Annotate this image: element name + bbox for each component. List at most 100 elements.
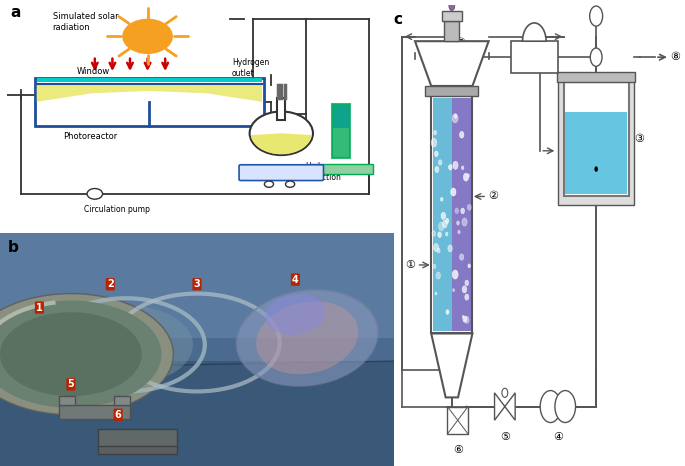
Bar (0, 233, 394, 338)
Text: ①: ① (406, 260, 416, 270)
Circle shape (446, 310, 449, 314)
Text: ④: ④ (553, 432, 563, 442)
Circle shape (462, 286, 466, 293)
Text: P: P (593, 12, 599, 21)
Text: 4: 4 (292, 274, 299, 285)
Bar (445, 21, 459, 41)
Circle shape (468, 264, 471, 268)
Circle shape (455, 208, 458, 213)
Circle shape (458, 230, 460, 234)
Bar (447, 406, 468, 434)
Circle shape (460, 254, 464, 260)
Text: 1: 1 (36, 302, 42, 313)
Ellipse shape (265, 294, 325, 335)
Circle shape (555, 391, 575, 423)
Circle shape (463, 316, 467, 322)
Circle shape (449, 164, 452, 170)
Ellipse shape (256, 302, 358, 374)
Text: ⑤: ⑤ (500, 432, 510, 442)
Text: MFC: MFC (523, 52, 546, 62)
Circle shape (441, 212, 446, 219)
Circle shape (87, 189, 103, 199)
Text: c: c (393, 12, 402, 27)
Polygon shape (415, 41, 488, 86)
Circle shape (445, 232, 448, 236)
Circle shape (435, 292, 437, 295)
Circle shape (453, 288, 455, 292)
Circle shape (434, 130, 436, 135)
Ellipse shape (236, 290, 378, 386)
Text: a: a (10, 5, 21, 20)
Circle shape (0, 294, 173, 415)
Circle shape (590, 48, 602, 66)
Circle shape (440, 198, 443, 201)
Bar (564, 82, 629, 197)
Circle shape (438, 222, 444, 231)
Circle shape (264, 181, 273, 187)
Text: 6: 6 (115, 410, 121, 420)
Circle shape (465, 280, 469, 286)
Text: Hydrogen
collection: Hydrogen collection (305, 162, 342, 182)
Circle shape (437, 248, 440, 253)
Circle shape (448, 245, 452, 252)
Circle shape (464, 173, 469, 181)
Bar (99, 429, 177, 447)
Bar (442, 11, 462, 21)
Text: ②: ② (488, 192, 498, 201)
Circle shape (431, 138, 437, 147)
Bar (35, 77, 264, 126)
Circle shape (123, 20, 172, 53)
Text: 3: 3 (194, 279, 200, 289)
Bar (558, 74, 634, 205)
FancyBboxPatch shape (239, 165, 323, 180)
Circle shape (436, 272, 440, 279)
Circle shape (595, 166, 598, 172)
Circle shape (467, 174, 469, 177)
Circle shape (462, 315, 464, 318)
Bar (432, 96, 473, 334)
Text: T: T (593, 53, 599, 62)
Text: 5: 5 (68, 379, 74, 390)
Circle shape (433, 264, 436, 269)
Circle shape (434, 244, 438, 252)
Text: ⑧: ⑧ (671, 52, 681, 62)
Circle shape (461, 208, 464, 214)
Bar (0, 361, 394, 466)
Text: ③: ③ (634, 134, 644, 144)
Circle shape (465, 294, 469, 300)
Bar (277, 98, 285, 120)
Bar (59, 405, 130, 419)
Circle shape (452, 270, 458, 279)
Circle shape (454, 114, 457, 118)
Text: Stirrer & hot plate: Stirrer & hot plate (247, 169, 316, 178)
Text: ⑦: ⑦ (456, 38, 466, 48)
Circle shape (453, 161, 458, 169)
Bar (59, 396, 75, 405)
Bar (511, 41, 558, 73)
Circle shape (467, 205, 471, 210)
Circle shape (449, 1, 455, 11)
Bar (332, 104, 350, 158)
Bar (558, 72, 635, 82)
Wedge shape (523, 23, 546, 41)
Polygon shape (432, 334, 473, 397)
Circle shape (445, 219, 449, 223)
Circle shape (0, 312, 142, 396)
Circle shape (452, 114, 458, 123)
Bar (333, 105, 349, 128)
Bar (433, 98, 452, 331)
Text: b: b (8, 240, 18, 255)
Polygon shape (495, 393, 515, 420)
Circle shape (540, 391, 561, 423)
Text: Window: Window (77, 67, 110, 76)
Bar (37, 78, 262, 82)
Text: 2: 2 (107, 279, 114, 289)
Circle shape (590, 6, 603, 26)
Circle shape (59, 305, 193, 384)
Circle shape (502, 388, 508, 397)
Bar (565, 112, 627, 194)
Wedge shape (251, 133, 312, 154)
Circle shape (451, 188, 456, 196)
Circle shape (462, 218, 467, 226)
Circle shape (435, 166, 439, 172)
